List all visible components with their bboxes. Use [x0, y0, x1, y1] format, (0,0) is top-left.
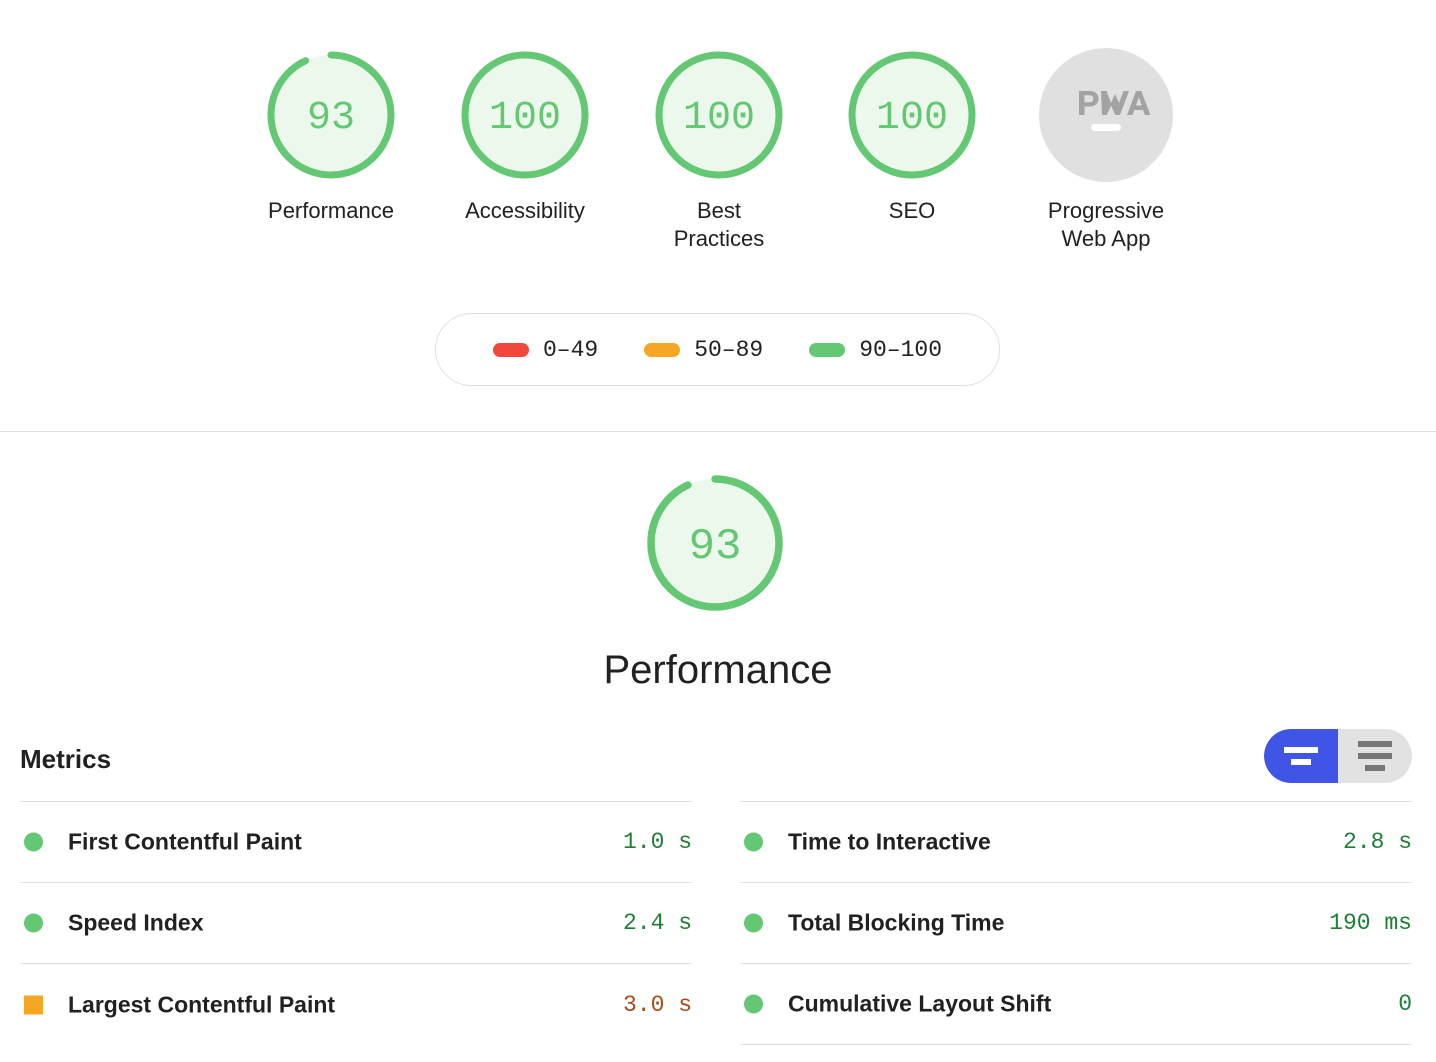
svg-text:100: 100 [876, 96, 948, 141]
svg-text:100: 100 [683, 96, 755, 141]
svg-text:93: 93 [689, 522, 742, 572]
svg-text:100: 100 [489, 96, 561, 141]
svg-text:93: 93 [307, 96, 355, 141]
